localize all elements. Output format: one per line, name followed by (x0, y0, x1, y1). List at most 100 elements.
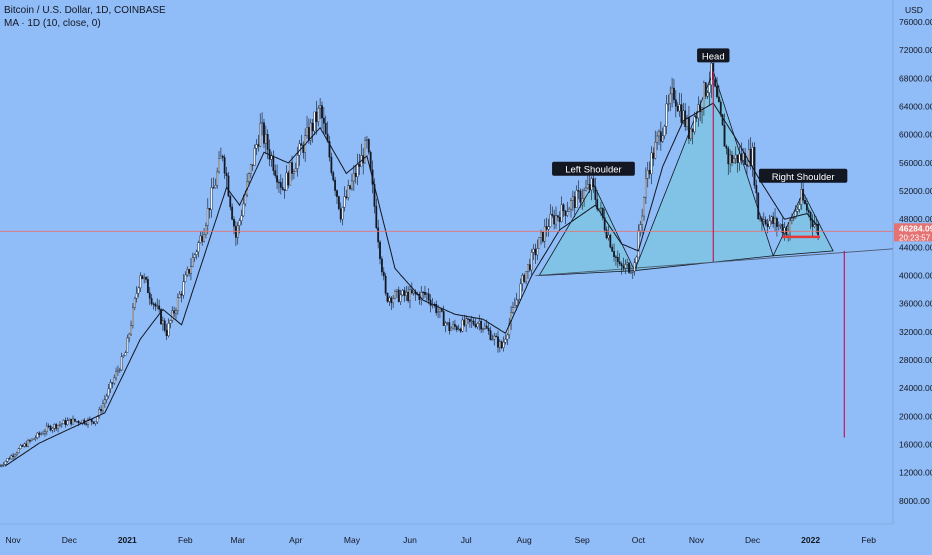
candle (358, 153, 361, 175)
annotation-text: Right Shoulder (772, 172, 835, 183)
candle-body (716, 86, 718, 98)
candle (480, 318, 483, 333)
candle-body (44, 431, 46, 434)
candle-body (527, 264, 529, 272)
candle-body (571, 196, 574, 201)
candle-body (556, 215, 559, 218)
candle (620, 261, 623, 275)
candle-body (148, 292, 151, 299)
candle (489, 326, 492, 341)
candle (141, 275, 144, 280)
candle-body (588, 184, 591, 191)
candle-body (85, 423, 88, 425)
candle (523, 273, 526, 283)
candle-body (115, 371, 117, 379)
candle (334, 176, 337, 196)
candle (188, 268, 190, 277)
candle (14, 453, 16, 460)
candle-body (648, 170, 651, 175)
candle (644, 167, 647, 205)
candle (92, 421, 95, 425)
candle (626, 258, 629, 269)
candle-body (388, 297, 391, 302)
candle-body (446, 322, 449, 324)
candle-body (169, 320, 172, 324)
candle (482, 327, 484, 333)
candle (44, 428, 46, 437)
candle-body (25, 443, 28, 447)
candle-body (377, 227, 380, 243)
candle (721, 113, 724, 126)
candle (395, 289, 398, 298)
candle-body (618, 261, 621, 264)
candle-body (442, 311, 445, 326)
candle (55, 422, 58, 431)
candle-body (738, 153, 741, 163)
candle-body (38, 432, 41, 435)
candle-body (510, 312, 512, 324)
candle-body (8, 458, 11, 460)
candle (474, 318, 477, 329)
candle-body (21, 445, 24, 447)
candle-body (384, 275, 387, 294)
candle-body (776, 218, 778, 227)
candle (566, 201, 569, 218)
candle (47, 423, 50, 429)
candle-body (536, 248, 539, 256)
candle-body (296, 155, 299, 169)
candle-body (281, 187, 284, 190)
candle (570, 197, 572, 218)
candle (249, 163, 252, 179)
candle (781, 217, 784, 237)
currency-label: USD (905, 5, 923, 15)
candle (279, 174, 282, 195)
candle-body (800, 189, 803, 205)
candle-body (491, 338, 494, 341)
candle-body (135, 293, 138, 299)
candle-body (791, 218, 793, 221)
candle-body (742, 153, 745, 161)
candle-body (294, 168, 297, 172)
candle-body (345, 196, 348, 199)
candle (351, 173, 353, 191)
candle-body (540, 231, 542, 238)
candle-body (764, 219, 767, 225)
candle-body (233, 219, 235, 227)
candle (766, 218, 769, 234)
candle-body (435, 304, 438, 313)
candle-body (173, 310, 176, 314)
candle-body (656, 135, 659, 143)
candle-body (352, 173, 355, 182)
candle (768, 214, 771, 230)
candle (491, 334, 494, 341)
candle (40, 431, 43, 436)
candle (800, 178, 803, 210)
candle (118, 367, 121, 374)
y-tick-label: 52000.00 (899, 186, 932, 196)
candle-body (291, 162, 293, 174)
candle (223, 154, 226, 179)
x-tick-label: Jul (461, 535, 472, 545)
candle (555, 206, 557, 229)
candle (450, 326, 453, 332)
candle-body (264, 134, 267, 144)
candle (384, 273, 387, 296)
x-tick-label: Aug (517, 535, 532, 545)
candle-body (437, 311, 439, 313)
candle-body (180, 293, 183, 296)
candle (195, 249, 198, 260)
candle (87, 417, 89, 428)
candle-body (693, 116, 696, 133)
candle (208, 208, 211, 219)
candle-body (600, 207, 602, 209)
candle-body (455, 326, 458, 330)
candle (420, 285, 423, 306)
candle (66, 417, 69, 426)
candle-body (68, 418, 71, 422)
candle (755, 179, 758, 203)
candle (283, 189, 286, 199)
neckline (535, 248, 894, 277)
candle (148, 287, 151, 305)
